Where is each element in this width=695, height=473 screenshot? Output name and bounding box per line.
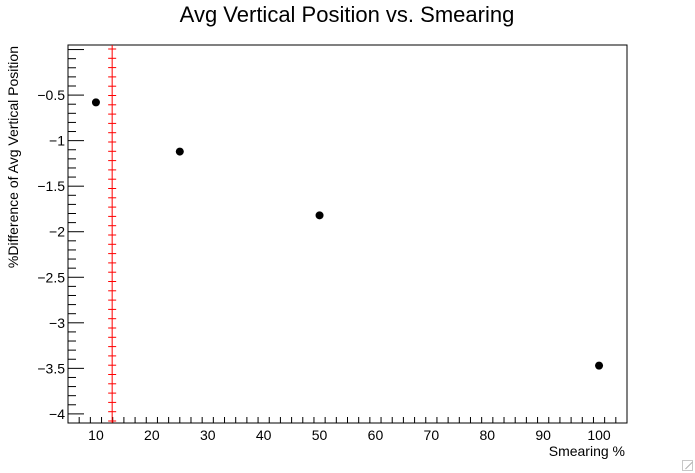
reference-line — [108, 45, 117, 423]
y-tick-label: −3.5 — [37, 360, 65, 376]
x-tick-label: 60 — [368, 427, 384, 443]
y-tick-label: −2 — [49, 224, 65, 240]
y-tick-label: −3 — [49, 315, 65, 331]
y-axis: −0.5 −1 −1.5 −2 −2.5 −3 −3.5 −4 — [37, 49, 84, 424]
x-tick-label: 30 — [200, 427, 216, 443]
x-axis: 10 20 30 40 50 60 70 80 90 100 — [67, 417, 628, 443]
data-points — [91, 98, 604, 370]
x-tick-label: 20 — [144, 427, 160, 443]
x-tick-label: 90 — [535, 427, 551, 443]
x-axis-title: Smearing % — [549, 443, 625, 459]
y-tick-label: −4 — [49, 406, 65, 422]
data-point — [595, 361, 604, 370]
plot-frame-rect — [67, 44, 628, 424]
chart-title: Avg Vertical Position vs. Smearing — [180, 2, 515, 27]
x-tick-label: 70 — [424, 427, 440, 443]
data-point — [175, 147, 184, 156]
x-tick-label: 100 — [587, 427, 611, 443]
plot-frame — [67, 44, 628, 424]
x-tick-label: 40 — [256, 427, 272, 443]
y-axis-title: %Difference of Avg Vertical Position — [5, 46, 21, 268]
x-tick-label: 10 — [88, 427, 104, 443]
data-point — [91, 98, 100, 107]
y-tick-label: −2.5 — [37, 269, 65, 285]
x-tick-label: 50 — [312, 427, 328, 443]
y-tick-label: −0.5 — [37, 87, 65, 103]
x-tick-label: 80 — [479, 427, 495, 443]
y-tick-label: −1 — [49, 133, 65, 149]
y-tick-label: −1.5 — [37, 178, 65, 194]
data-point — [315, 211, 324, 220]
resize-grip[interactable] — [682, 460, 693, 471]
